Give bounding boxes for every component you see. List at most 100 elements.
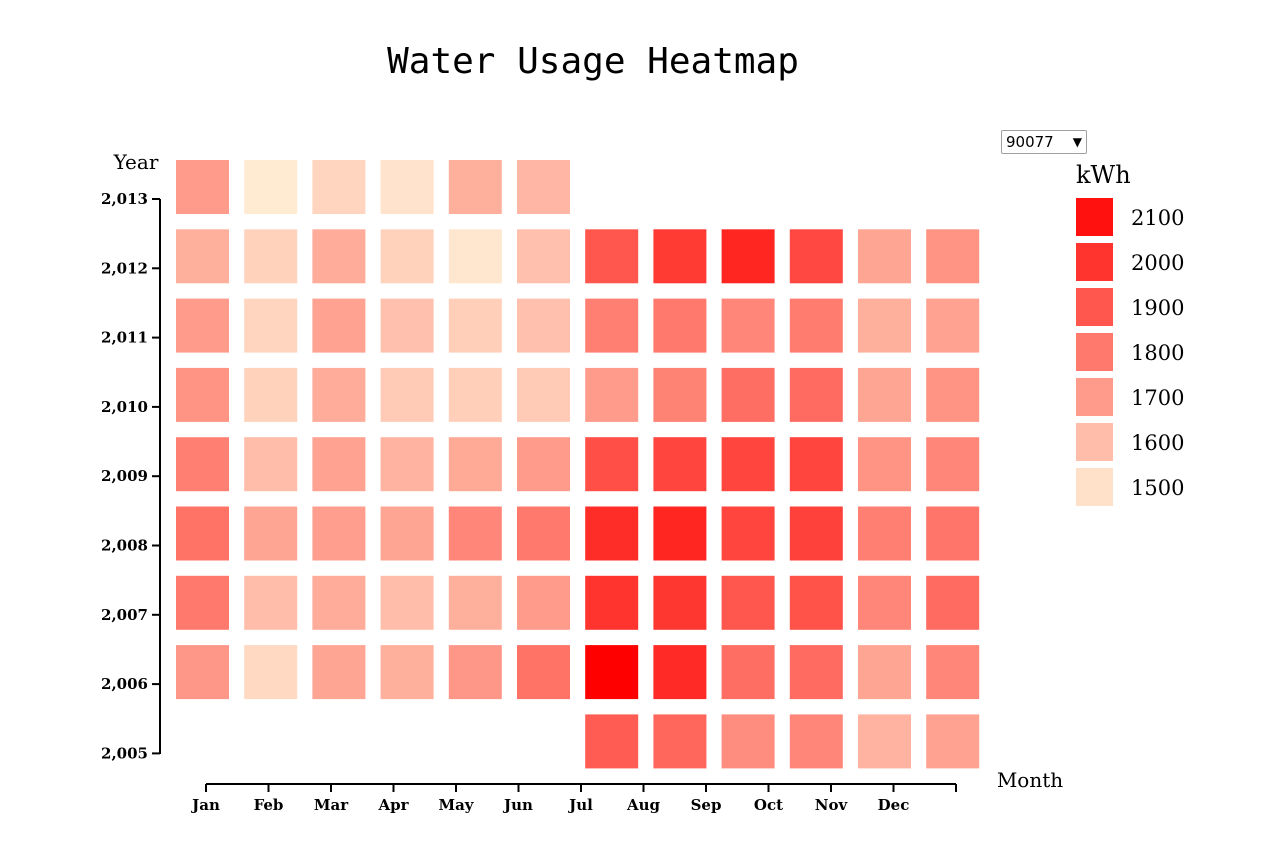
x-tick-label-nov: Nov bbox=[815, 796, 849, 814]
heatmap-cell-2007-feb bbox=[244, 575, 298, 630]
heatmap-cell-2009-nov bbox=[858, 437, 911, 492]
x-tick-label-jul: Jul bbox=[567, 796, 593, 814]
legend-swatch-1800 bbox=[1076, 333, 1113, 371]
heatmap-cell-2009-sep bbox=[721, 437, 775, 492]
heatmap-cell-2007-apr bbox=[380, 575, 434, 630]
heatmap-cell-2006-aug bbox=[653, 645, 707, 700]
heatmap-cell-2008-aug bbox=[653, 506, 707, 561]
heatmap-cell-2012-jul bbox=[585, 229, 639, 284]
heatmap-cell-2012-sep bbox=[721, 229, 775, 284]
heatmap-cell-2011-dec bbox=[926, 298, 980, 353]
heatmap-cell-2011-aug bbox=[653, 298, 707, 353]
heatmap-cell-2005-oct bbox=[789, 714, 843, 769]
heatmap-cell-2008-jul bbox=[585, 506, 639, 561]
x-tick-label-jan: Jan bbox=[190, 796, 220, 814]
heatmap-cell-2008-may bbox=[448, 506, 502, 561]
heatmap-cell-2008-nov bbox=[858, 506, 911, 561]
heatmap-cell-2008-oct bbox=[789, 506, 843, 561]
heatmap-cells bbox=[176, 160, 980, 769]
legend: kWh 2100 2000 1900 1800 1700 1600 1500 bbox=[1076, 161, 1184, 506]
heatmap-cell-2008-apr bbox=[380, 506, 434, 561]
legend-swatch-1600 bbox=[1076, 423, 1113, 461]
heatmap-cell-2012-mar bbox=[312, 229, 366, 284]
legend-swatch-1700 bbox=[1076, 378, 1113, 416]
heatmap-cell-2006-oct bbox=[789, 645, 843, 700]
zip-code-select-value: 90077 bbox=[1006, 133, 1054, 151]
heatmap-cell-2005-nov bbox=[858, 714, 911, 769]
legend-swatch-2100 bbox=[1076, 198, 1113, 236]
heatmap-cell-2007-oct bbox=[789, 575, 843, 630]
heatmap-cell-2011-apr bbox=[380, 298, 434, 353]
legend-label-1900: 1900 bbox=[1131, 296, 1184, 320]
heatmap-cell-2007-jul bbox=[585, 575, 639, 630]
heatmap-cell-2009-aug bbox=[653, 437, 707, 492]
heatmap-cell-2009-dec bbox=[926, 437, 980, 492]
heatmap-cell-2010-jun bbox=[517, 367, 570, 422]
y-tick-label-2011: 2,011 bbox=[101, 329, 148, 347]
heatmap-cell-2012-nov bbox=[858, 229, 911, 284]
heatmap-cell-2009-oct bbox=[789, 437, 843, 492]
legend-swatch-1500 bbox=[1076, 468, 1113, 506]
heatmap-cell-2008-jan bbox=[176, 506, 229, 561]
heatmap-cell-2011-oct bbox=[789, 298, 843, 353]
legend-label-1700: 1700 bbox=[1131, 386, 1184, 410]
x-tick-label-feb: Feb bbox=[254, 796, 284, 814]
y-axis: Year 2,013 2,012 2,011 2,010 2,009 2,008 2,007… bbox=[101, 150, 161, 762]
x-tick-label-jun: Jun bbox=[502, 796, 533, 814]
legend-label-2100: 2100 bbox=[1131, 206, 1184, 230]
legend-swatch-1900 bbox=[1076, 288, 1113, 326]
heatmap-cell-2006-jun bbox=[517, 645, 570, 700]
heatmap-cell-2012-aug bbox=[653, 229, 707, 284]
heatmap-cell-2006-dec bbox=[926, 645, 980, 700]
heatmap-cell-2012-jun bbox=[517, 229, 570, 284]
legend-label-1600: 1600 bbox=[1131, 431, 1184, 455]
heatmap-cell-2006-apr bbox=[380, 645, 434, 700]
heatmap-cell-2011-sep bbox=[721, 298, 775, 353]
heatmap-cell-2013-apr bbox=[380, 160, 434, 214]
heatmap-cell-2010-apr bbox=[380, 367, 434, 422]
heatmap-cell-2013-feb bbox=[244, 160, 298, 214]
heatmap-cell-2012-feb bbox=[244, 229, 298, 284]
heatmap-cell-2006-jan bbox=[176, 645, 229, 700]
heatmap-cell-2010-sep bbox=[721, 367, 775, 422]
heatmap-cell-2008-mar bbox=[312, 506, 366, 561]
heatmap-cell-2013-jan bbox=[176, 160, 229, 214]
heatmap-cell-2012-apr bbox=[380, 229, 434, 284]
zip-code-select[interactable]: 90077 ▼ bbox=[1001, 130, 1087, 154]
heatmap-cell-2006-sep bbox=[721, 645, 775, 700]
heatmap-cell-2007-dec bbox=[926, 575, 980, 630]
heatmap-cell-2008-jun bbox=[517, 506, 570, 561]
legend-swatch-2000 bbox=[1076, 243, 1113, 281]
heatmap-cell-2007-may bbox=[448, 575, 502, 630]
heatmap-cell-2009-feb bbox=[244, 437, 298, 492]
heatmap-cell-2013-mar bbox=[312, 160, 366, 214]
heatmap-cell-2011-jan bbox=[176, 298, 229, 353]
heatmap-cell-2011-nov bbox=[858, 298, 911, 353]
heatmap-cell-2007-jun bbox=[517, 575, 570, 630]
chart-title: Water Usage Heatmap bbox=[387, 41, 799, 82]
heatmap-cell-2009-may bbox=[448, 437, 502, 492]
legend-label-1800: 1800 bbox=[1131, 341, 1184, 365]
heatmap-cell-2010-may bbox=[448, 367, 502, 422]
legend-title: kWh bbox=[1076, 161, 1131, 189]
heatmap-cell-2009-mar bbox=[312, 437, 366, 492]
heatmap-cell-2008-sep bbox=[721, 506, 775, 561]
heatmap-cell-2010-mar bbox=[312, 367, 366, 422]
heatmap-cell-2012-oct bbox=[789, 229, 843, 284]
y-tick-label-2009: 2,009 bbox=[101, 467, 148, 485]
heatmap-cell-2009-jan bbox=[176, 437, 229, 492]
y-tick-label-2005: 2,005 bbox=[101, 744, 148, 762]
heatmap-cell-2013-jun bbox=[517, 160, 570, 214]
heatmap-cell-2008-feb bbox=[244, 506, 298, 561]
heatmap-cell-2006-mar bbox=[312, 645, 366, 700]
x-tick-label-aug: Aug bbox=[626, 796, 661, 814]
y-tick-label-2006: 2,006 bbox=[101, 675, 148, 693]
y-tick-label-2013: 2,013 bbox=[101, 190, 148, 208]
y-tick-label-2007: 2,007 bbox=[101, 606, 148, 624]
heatmap-cell-2010-jan bbox=[176, 367, 229, 422]
heatmap-cell-2010-feb bbox=[244, 367, 298, 422]
heatmap-cell-2006-nov bbox=[858, 645, 911, 700]
heatmap-cell-2006-jul bbox=[585, 645, 639, 700]
heatmap-cell-2010-aug bbox=[653, 367, 707, 422]
